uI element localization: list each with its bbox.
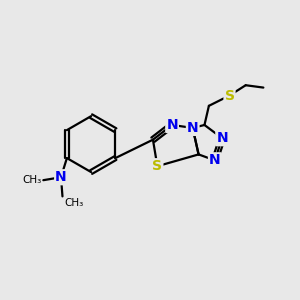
- Text: N: N: [209, 153, 220, 167]
- Text: N: N: [187, 121, 199, 135]
- Text: CH₃: CH₃: [64, 198, 83, 208]
- Text: S: S: [224, 88, 235, 103]
- Text: N: N: [166, 118, 178, 132]
- Text: N: N: [216, 131, 228, 145]
- Text: N: N: [55, 170, 67, 184]
- Text: CH₃: CH₃: [22, 175, 42, 185]
- Text: S: S: [152, 159, 162, 173]
